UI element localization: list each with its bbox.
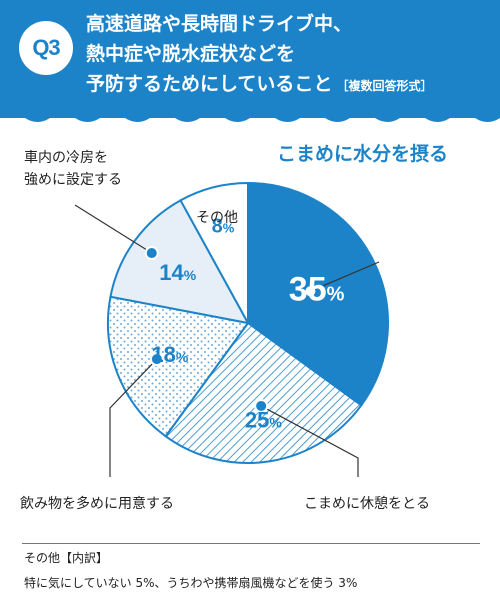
slice-category-label: その他: [196, 210, 238, 226]
question-number-badge: Q3: [19, 21, 73, 75]
slice-category-label: こまめに水分を摂る: [277, 142, 448, 165]
pie-slice: [107, 295, 250, 438]
leader-line: [74, 204, 153, 254]
question-text-line-3: 予防するためにしていること ［複数回答形式］: [86, 72, 432, 98]
question-text-line-3-text: 予防するためにしていること: [86, 73, 333, 95]
pie-slice: [109, 198, 250, 325]
header-wave: [0, 110, 500, 122]
leader-dot: [254, 398, 269, 413]
slice-category-label: 車内の冷房を: [24, 149, 108, 166]
percent-unit: %: [176, 349, 189, 365]
answer-format-tag: ［複数回答形式］: [336, 79, 433, 93]
leader-line: [260, 405, 359, 477]
leader-line: [310, 261, 380, 292]
slice-category-label: 強めに設定する: [24, 172, 122, 188]
question-text-line-2: 熱中症や脱水症状などを: [86, 43, 296, 65]
pie-slice: [247, 181, 389, 407]
leader-dot: [303, 284, 318, 299]
question-text-line-1: 高速道路や長時間ドライブ中、: [86, 13, 353, 35]
percent-unit: %: [184, 267, 197, 283]
leader-dot: [144, 246, 159, 261]
leader-line: [109, 358, 158, 477]
pie-slice: [179, 181, 249, 324]
pie-slice: [164, 321, 363, 464]
slice-value-label: 8%: [212, 216, 235, 238]
footnote-text: 特に気にしていない 5%、うちわや携帯扇風機などを使う 3%: [24, 576, 358, 590]
footnote-divider: [22, 543, 480, 544]
percent-unit: %: [223, 221, 235, 236]
pie-chart: 35%こまめに水分を摂る25%こまめに休憩をとる18%飲み物を多めに用意する14…: [20, 142, 448, 512]
footnote-title: その他【内訳】: [24, 551, 109, 565]
question-header: [0, 0, 500, 118]
slice-category-label: こまめに休憩をとる: [304, 495, 430, 512]
slice-category-label: 飲み物を多めに用意する: [20, 495, 174, 512]
percent-unit: %: [327, 283, 345, 305]
leader-dot: [149, 352, 164, 367]
percent-unit: %: [269, 415, 282, 431]
